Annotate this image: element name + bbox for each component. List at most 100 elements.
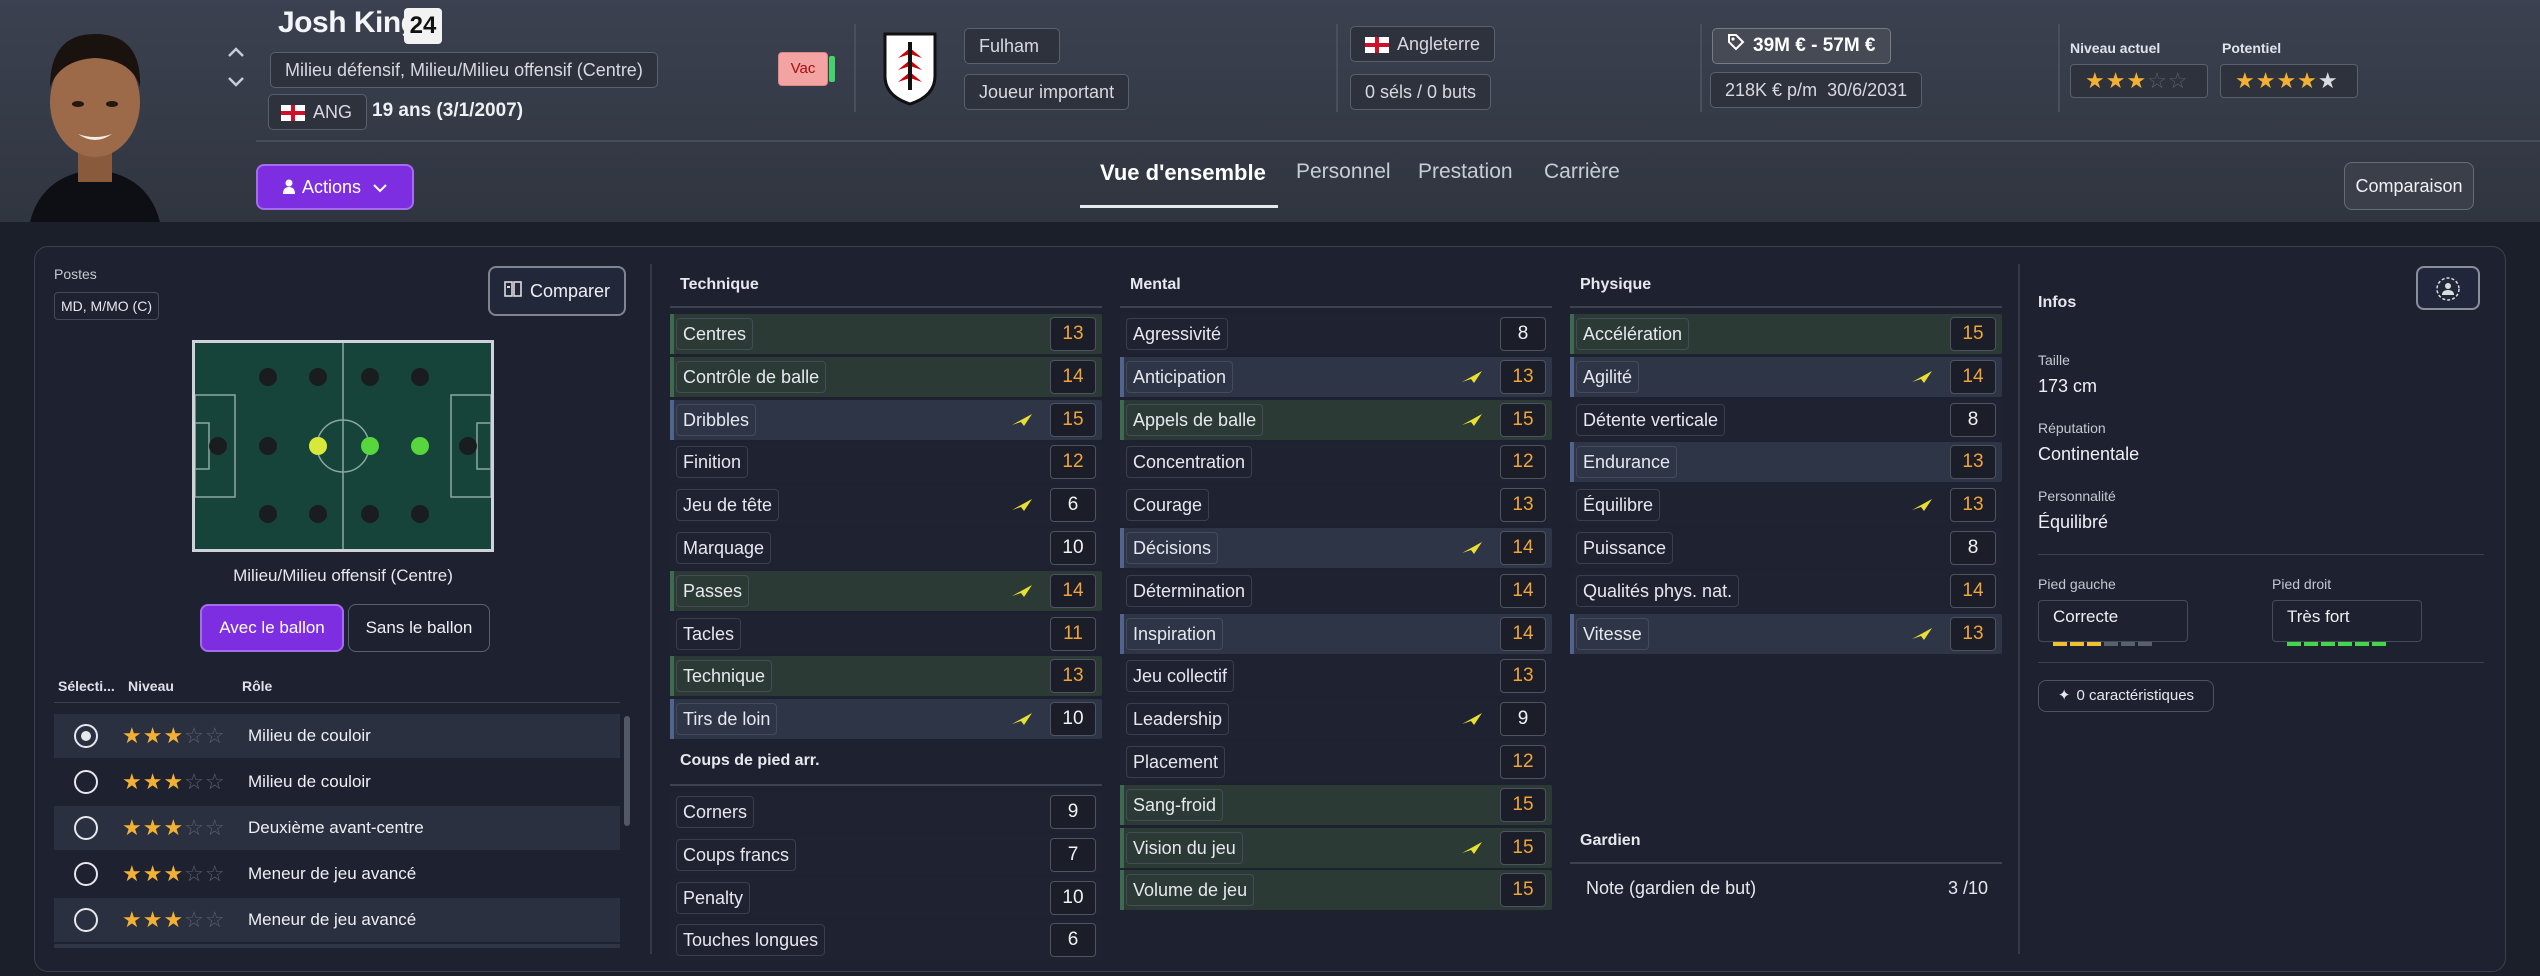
role-radio[interactable]: [74, 862, 98, 886]
attribute-row[interactable]: Corners 9: [670, 792, 1102, 832]
potential-ability-stars: ★★★★★: [2220, 64, 2358, 98]
attribute-name: Jeu de tête: [676, 489, 780, 522]
attribute-row[interactable]: Finition 12: [670, 442, 1102, 483]
goalkeeper-rating-value: 3 /10: [1948, 878, 1989, 898]
compare-button[interactable]: Comparer: [488, 266, 626, 316]
england-flag-icon: [1365, 37, 1389, 54]
attribute-name: Corners: [676, 796, 755, 828]
current-ability-label: Niveau actuel: [2070, 40, 2161, 56]
position-pitch[interactable]: [192, 340, 494, 552]
attribute-row[interactable]: Volume de jeu 15: [1120, 870, 1552, 911]
mental-title: Mental: [1130, 276, 1181, 293]
attribute-name: Leadership: [1126, 703, 1230, 736]
attribute-row[interactable]: Anticipation 13: [1120, 356, 1552, 397]
attribute-value: 10: [1050, 880, 1096, 915]
trend-up-icon: [1460, 411, 1484, 429]
tab-career[interactable]: Carrière: [1544, 160, 1620, 183]
attribute-row[interactable]: Dribbles 15: [670, 399, 1102, 440]
role-name: Milieu de couloir: [248, 726, 371, 745]
comparison-button[interactable]: Comparaison: [2344, 162, 2474, 210]
attribute-row[interactable]: Centres 13: [670, 314, 1102, 354]
attribute-row[interactable]: Concentration 12: [1120, 442, 1552, 483]
role-name: Meneur de jeu avancé: [248, 910, 417, 929]
attribute-row[interactable]: Décisions 14: [1120, 528, 1552, 568]
role-row[interactable]: ★★★☆☆ Deuxième avant-centre: [54, 806, 620, 850]
attribute-row[interactable]: Agressivité 8: [1120, 314, 1552, 354]
role-row[interactable]: ★★★☆☆ Milieu de couloir: [54, 714, 620, 758]
role-radio[interactable]: [74, 770, 98, 794]
attribute-row[interactable]: Équilibre 13: [1570, 485, 2002, 526]
col-role[interactable]: Rôle: [242, 678, 273, 694]
tab-performance[interactable]: Prestation: [1418, 160, 1513, 183]
attribute-row[interactable]: Tirs de loin 10: [670, 699, 1102, 740]
attribute-row[interactable]: Coups francs 7: [670, 834, 1102, 875]
with-ball-toggle[interactable]: Avec le ballon: [200, 604, 344, 652]
attribute-name: Jeu collectif: [1126, 660, 1235, 693]
attribute-row[interactable]: Contrôle de balle 14: [670, 356, 1102, 397]
attribute-name: Coups francs: [676, 838, 797, 871]
attribute-row[interactable]: Tacles 11: [670, 613, 1102, 654]
attribute-name: Concentration: [1126, 446, 1253, 479]
role-name: Deuxième avant-centre: [248, 818, 424, 837]
attribute-row[interactable]: Appels de balle 15: [1120, 399, 1552, 440]
setpieces-title: Coups de pied arr.: [680, 752, 820, 769]
pitch-dot-selected[interactable]: [309, 437, 327, 455]
transfer-value[interactable]: 39M € - 57M €: [1712, 28, 1891, 64]
role-row[interactable]: ★★★☆☆ Meneur de jeu avancé: [54, 898, 620, 942]
attribute-name: Dribbles: [676, 403, 757, 436]
attribute-row[interactable]: Marquage 10: [670, 528, 1102, 568]
trend-up-icon: [1460, 539, 1484, 557]
role-level-stars: ★★★☆☆: [122, 723, 226, 748]
attribute-row[interactable]: Sang-froid 15: [1120, 784, 1552, 825]
next-player-icon[interactable]: [226, 74, 246, 90]
club-crest-icon[interactable]: [880, 30, 940, 106]
role-list-scrollbar[interactable]: [624, 716, 630, 826]
col-select[interactable]: Sélecti...: [58, 678, 115, 694]
attribute-row[interactable]: Courage 13: [1120, 485, 1552, 526]
attribute-row[interactable]: Leadership 9: [1120, 699, 1552, 740]
trend-up-icon: [1010, 411, 1034, 429]
traits-button[interactable]: ✦ 0 caractéristiques: [2038, 680, 2214, 712]
attribute-row[interactable]: Inspiration 14: [1120, 613, 1552, 654]
attribute-row[interactable]: Jeu de tête 6: [670, 485, 1102, 526]
role-row[interactable]: ★★★☆☆ Milieu de couloir: [54, 760, 620, 804]
attribute-name: Vitesse: [1576, 617, 1649, 650]
attribute-row[interactable]: Détente verticale 8: [1570, 399, 2002, 440]
club-role: Joueur important: [964, 74, 1130, 110]
tab-overview[interactable]: Vue d'ensemble: [1100, 160, 1266, 185]
trend-up-icon: [1010, 710, 1034, 728]
attribute-name: Anticipation: [1126, 360, 1234, 393]
attribute-row[interactable]: Puissance 8: [1570, 528, 2002, 568]
tab-personal[interactable]: Personnel: [1296, 160, 1391, 183]
attribute-row[interactable]: Jeu collectif 13: [1120, 656, 1552, 697]
club-name[interactable]: Fulham: [964, 28, 1060, 64]
attribute-row[interactable]: Qualités phys. nat. 14: [1570, 570, 2002, 611]
attribute-row[interactable]: Passes 14: [670, 570, 1102, 611]
attribute-row[interactable]: Agilité 14: [1570, 356, 2002, 397]
attribute-row[interactable]: Placement 12: [1120, 742, 1552, 782]
role-row[interactable]: ★★★☆☆ Meneur de jeu avancé: [54, 852, 620, 896]
role-radio[interactable]: [74, 724, 98, 748]
col-level[interactable]: Niveau: [128, 678, 174, 694]
attribute-value: 9: [1500, 702, 1546, 737]
attribute-row[interactable]: Vision du jeu 15: [1120, 827, 1552, 868]
attribute-row[interactable]: Endurance 13: [1570, 442, 2002, 483]
role-radio[interactable]: [74, 816, 98, 840]
attribute-row[interactable]: Technique 13: [670, 656, 1102, 697]
role-radio[interactable]: [74, 908, 98, 932]
role-level-stars: ★★★☆☆: [122, 907, 226, 932]
attribute-value: 6: [1050, 923, 1096, 958]
attribute-row[interactable]: Accélération 15: [1570, 314, 2002, 354]
without-ball-toggle[interactable]: Sans le ballon: [348, 604, 490, 652]
previous-player-icon[interactable]: [226, 44, 246, 60]
player-profile-button[interactable]: [2416, 266, 2480, 310]
trend-up-icon: [1010, 496, 1034, 514]
attribute-row[interactable]: Vitesse 13: [1570, 613, 2002, 654]
country-chip[interactable]: Angleterre: [1350, 26, 1496, 62]
attribute-value: 15: [1500, 402, 1546, 437]
attribute-row[interactable]: Touches longues 6: [670, 920, 1102, 961]
attribute-value: 12: [1500, 745, 1546, 779]
actions-button[interactable]: Actions: [256, 164, 414, 210]
attribute-row[interactable]: Penalty 10: [670, 877, 1102, 918]
attribute-row[interactable]: Détermination 14: [1120, 570, 1552, 611]
